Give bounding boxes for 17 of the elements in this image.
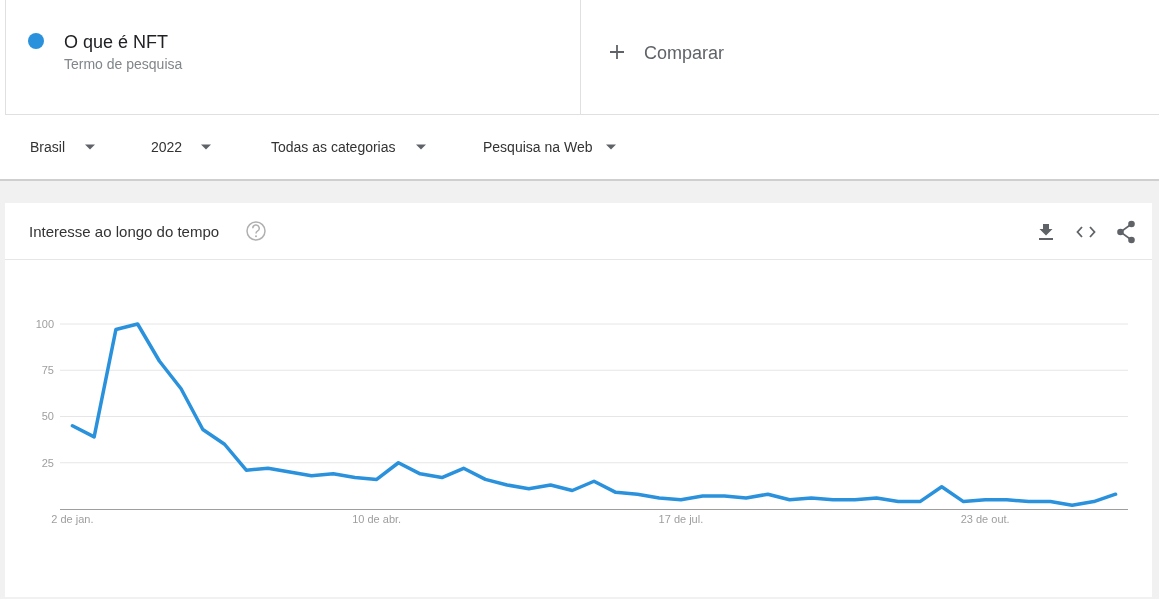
chart-title: Interesse ao longo do tempo bbox=[29, 223, 220, 240]
y-tick-label: 75 bbox=[41, 364, 54, 377]
text: Pesquisa na Web bbox=[483, 139, 593, 155]
text: 2022 bbox=[151, 139, 183, 155]
text: Comparar bbox=[644, 43, 725, 63]
x-tick-label: 2 de jan. bbox=[51, 513, 94, 525]
x-tick-label: 23 de out. bbox=[960, 513, 1010, 525]
x-tick-label: 10 de abr. bbox=[352, 513, 402, 525]
text: Todas as categorias bbox=[271, 139, 396, 155]
text: Termo de pesquisa bbox=[64, 56, 183, 72]
x-tick-label: 17 de jul. bbox=[658, 513, 704, 525]
line-series bbox=[70, 322, 1118, 508]
y-tick-label: 25 bbox=[41, 456, 54, 469]
y-tick-label: 50 bbox=[41, 410, 54, 423]
text: Brasil bbox=[30, 139, 66, 155]
legend-label: O que é NFT bbox=[64, 32, 169, 52]
y-tick-label: 100 bbox=[35, 317, 54, 330]
